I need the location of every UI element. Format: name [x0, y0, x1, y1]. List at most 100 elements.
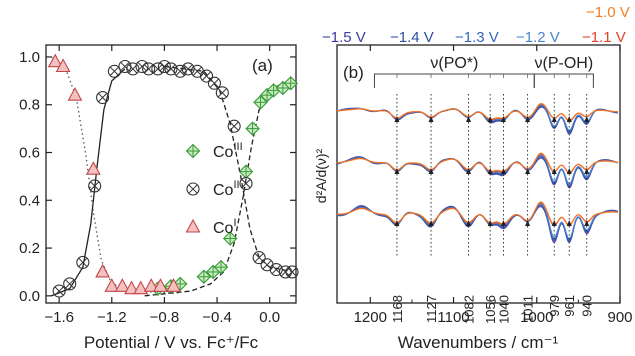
panel-b-x-axis: 1200 1100 1000 900 — [354, 45, 633, 326]
coii-data-point-x2 — [254, 253, 264, 263]
band-label: 940 — [580, 295, 595, 317]
coi-data-point — [114, 278, 130, 292]
panel-a-y-axis: 0.0 0.2 0.4 0.6 0.8 1.0 — [19, 49, 296, 305]
x-tick-label: 0.0 — [259, 309, 280, 326]
coii-data-point — [207, 76, 221, 90]
potential-label: −1.5 V — [322, 29, 366, 46]
y-tick-label: 1.0 — [19, 49, 40, 66]
coi-fit-curve — [50, 56, 178, 295]
band-arrowhead — [551, 168, 557, 174]
region-bracket — [373, 73, 535, 88]
coii-fit-curve-left — [51, 68, 126, 297]
coi-data-point — [67, 87, 83, 101]
band-label: 1040 — [496, 295, 511, 324]
panel-b-spectra — [336, 102, 619, 244]
coii-data-point — [126, 62, 140, 76]
band-arrowhead — [566, 116, 572, 122]
coiii-fit-curve — [144, 80, 294, 297]
band-label: 1082 — [462, 295, 477, 324]
coii-data-point — [76, 255, 90, 269]
spectrum-trace — [336, 102, 618, 122]
coii-data-point — [52, 284, 66, 298]
coii-data-point — [215, 86, 229, 100]
band-arrowhead — [500, 168, 506, 174]
panel-b-region-brackets: ν(PO*) ν(P-OH) — [373, 55, 594, 88]
x-tick-label: 900 — [607, 309, 632, 326]
coi-legend-marker — [185, 218, 201, 233]
potential-label: −1.1 V — [582, 29, 626, 46]
coii-data-point — [269, 263, 283, 277]
coii-data-point-x2 — [153, 64, 163, 74]
coi-data-point — [143, 278, 159, 292]
band-arrowhead — [584, 220, 590, 226]
spectrum-trace — [336, 205, 619, 244]
panel-a-x-axis: −1.6 −1.2 −0.8 −0.4 0.0 — [44, 45, 280, 326]
panel-b-y-axis-title: d²A/d(ν)² — [313, 148, 329, 203]
band-arrowhead — [584, 168, 590, 174]
coii-data-point — [63, 277, 77, 291]
coi-data-point — [85, 161, 101, 175]
panel-a-label: (a) — [252, 56, 273, 75]
spectrum-trace — [336, 201, 619, 226]
band-arrowhead — [551, 220, 557, 226]
coii-data-point-x2 — [280, 267, 291, 277]
coii-data-point-x2 — [65, 279, 75, 289]
panel-b-label: (b) — [343, 63, 364, 82]
band-arrowhead — [466, 116, 472, 122]
coi-data-point — [166, 278, 182, 292]
band-arrowhead — [394, 220, 400, 226]
coii-legend-label: CoII — [213, 179, 240, 199]
panel-a-data-points — [47, 53, 299, 298]
coii-legend-marker — [186, 182, 200, 196]
coii-data-point — [164, 62, 178, 76]
potential-label: −1.0 V — [586, 4, 630, 21]
spectrum-trace — [336, 153, 619, 185]
coii-data-point-x2 — [192, 66, 202, 76]
coiii-legend-label: CoIII — [213, 141, 243, 161]
coii-data-point — [151, 62, 165, 76]
x-tick-label: −1.6 — [44, 309, 74, 326]
x-tick-label: 1200 — [354, 309, 387, 326]
coii-data-point — [181, 62, 195, 76]
band-arrowhead — [466, 168, 472, 174]
band-label: 979 — [547, 295, 562, 317]
x-tick-label: −0.4 — [202, 309, 232, 326]
spectrum-trace — [336, 156, 619, 188]
y-tick-label: 0.6 — [19, 145, 40, 162]
panel-b-potential-legend: −1.5 V −1.4 V −1.3 V −1.2 V −1.1 V −1.0 V — [322, 4, 630, 46]
coii-data-point — [107, 64, 121, 78]
band-arrowhead — [394, 116, 400, 122]
coii-data-point — [142, 62, 156, 76]
coi-data-point — [124, 280, 139, 295]
coii-data-point — [135, 59, 149, 74]
band-arrowhead — [525, 220, 531, 226]
coi-data-point — [47, 53, 63, 68]
spectrum-trace — [336, 204, 619, 243]
coii-data-point-x2 — [109, 66, 119, 76]
band-label: 1011 — [521, 295, 536, 323]
coii-data-point-x2 — [241, 179, 251, 189]
coii-data-point — [157, 59, 171, 74]
coii-data-point-x2 — [229, 121, 239, 131]
coii-data-point-x2 — [201, 71, 212, 81]
x-tick-label: 1000 — [520, 309, 553, 326]
panel-a-plot-frame — [45, 44, 297, 304]
panel-b-plot-frame — [336, 44, 621, 304]
coii-legend-marker-x2 — [188, 184, 198, 194]
coii-data-point-x2 — [78, 257, 88, 267]
band-arrowhead — [466, 220, 472, 226]
region-label: ν(PO*) — [430, 55, 478, 72]
coii-data-point-x2 — [262, 260, 272, 270]
spectrum-trace — [336, 103, 618, 132]
coi-data-point — [95, 263, 111, 278]
y-tick-label: 0.0 — [19, 288, 40, 305]
coii-data-point-x2 — [54, 286, 64, 296]
band-arrowhead — [487, 220, 493, 226]
coii-data-point — [227, 119, 241, 133]
panel-b-x-axis-title: Wavenumbers / cm⁻¹ — [398, 333, 559, 352]
spectrum-trace — [336, 202, 619, 240]
coii-data-point — [252, 251, 266, 265]
panel-a-legend: CoIII CoII CoI — [185, 141, 243, 237]
band-arrowhead — [500, 116, 506, 122]
